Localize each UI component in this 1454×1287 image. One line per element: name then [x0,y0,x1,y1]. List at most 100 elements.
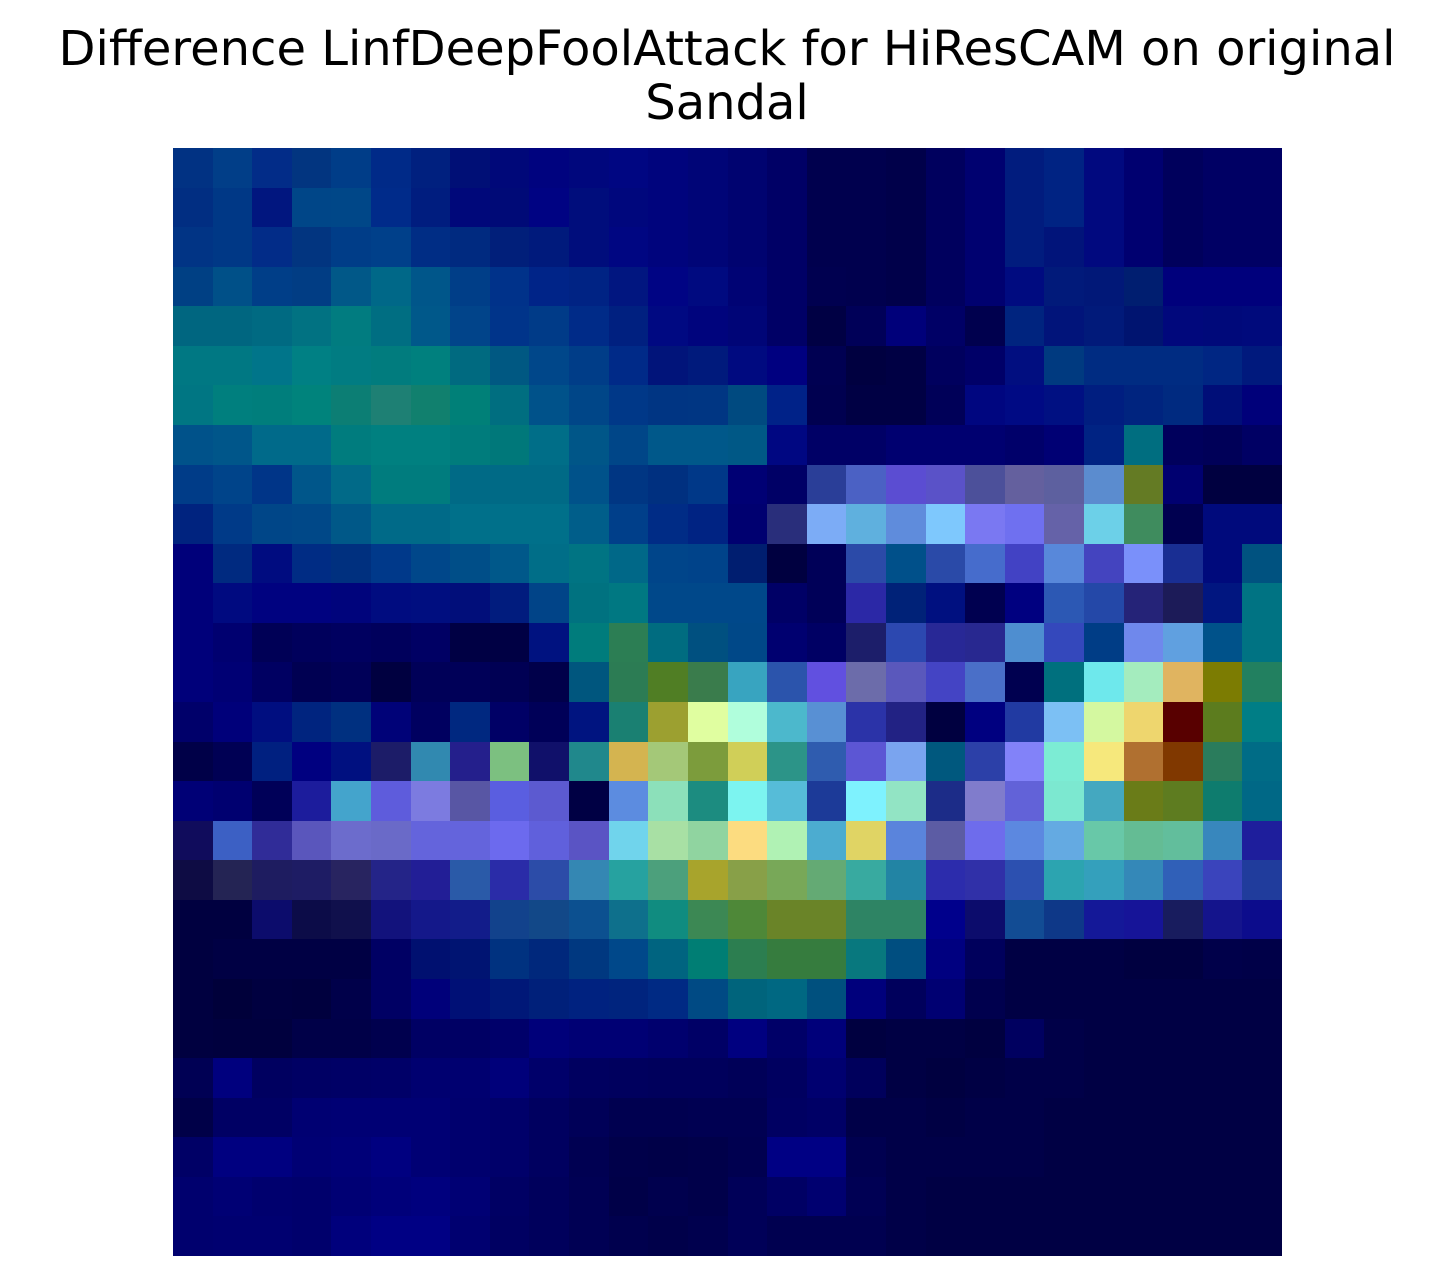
heatmap-cell [371,187,411,228]
heatmap-cell [569,345,609,386]
heatmap-cell [173,1018,213,1059]
heatmap-cell [450,979,490,1019]
heatmap-cell [687,622,728,663]
heatmap-cell [569,1018,609,1059]
heatmap-cell [727,899,768,940]
heatmap-cell [846,1137,886,1177]
heatmap-cell [173,741,213,782]
heatmap-cell [687,1216,728,1256]
heatmap-cell [727,543,768,584]
heatmap-cell [331,741,372,782]
heatmap-cell [1163,187,1203,228]
heatmap-cell [806,939,847,979]
heatmap-cell [1044,464,1084,505]
heatmap-cell [1083,425,1124,465]
heatmap-cell [173,622,213,663]
heatmap-cell [569,385,609,425]
heatmap-cell [767,1058,807,1098]
heatmap-cell [331,622,372,663]
heatmap-cell [846,306,886,346]
heatmap-cell [489,227,530,267]
heatmap-cell [885,781,926,821]
heatmap-cell [371,266,411,307]
heatmap-cell [291,662,332,702]
heatmap-cell [727,1058,768,1098]
heatmap-cell [331,979,372,1019]
heatmap-cell [1123,504,1164,544]
heatmap-cell [410,266,451,307]
heatmap-cell [806,1058,847,1098]
heatmap-cell [1242,385,1282,425]
heatmap-cell [1044,781,1084,821]
heatmap-cell [291,820,332,861]
heatmap-cell [1202,543,1243,584]
heatmap-cell [965,306,1005,346]
heatmap-cell [767,583,807,623]
heatmap-cell [212,860,253,900]
heatmap-cell [767,860,807,900]
heatmap-cell [450,1097,490,1138]
heatmap-cell [965,187,1005,228]
heatmap-cell [410,345,451,386]
heatmap-cell [450,662,490,702]
heatmap-cell [450,741,490,782]
heatmap-cell [1123,1018,1164,1059]
heatmap-cell [529,702,570,742]
heatmap-cell [965,1176,1005,1217]
heatmap-cell [1163,820,1203,861]
heatmap-cell [687,662,728,702]
heatmap-cell [687,1058,728,1098]
heatmap-cell [450,820,490,861]
heatmap-cell [410,860,451,900]
heatmap-cell [1163,306,1203,346]
heatmap-cell [608,583,649,623]
heatmap-cell [1083,1097,1124,1138]
heatmap-cell [173,425,213,465]
heatmap-cell [806,227,847,267]
heatmap-cell [687,781,728,821]
heatmap-cell [1242,1176,1282,1217]
heatmap-cell [569,939,609,979]
heatmap-cell [846,187,886,228]
heatmap-cell [410,464,451,505]
heatmap-cell [687,702,728,742]
heatmap-cell [846,425,886,465]
heatmap-cell [212,187,253,228]
heatmap-cell [371,425,411,465]
heatmap-cell [885,464,926,505]
heatmap-cell [489,1018,530,1059]
heatmap-cell [648,385,688,425]
heatmap-cell [767,662,807,702]
heatmap-cell [608,1018,649,1059]
heatmap-cell [173,306,213,346]
heatmap-cell [727,227,768,267]
heatmap-cell [410,820,451,861]
heatmap-cell [569,979,609,1019]
heatmap-cell [291,781,332,821]
heatmap-cell [1163,1176,1203,1217]
heatmap-cell [846,899,886,940]
heatmap-cell [1044,662,1084,702]
heatmap-cell [569,583,609,623]
heatmap-cell [212,583,253,623]
heatmap-cell [925,662,966,702]
heatmap-cell [212,781,253,821]
heatmap-cell [727,148,768,188]
heatmap-cell [569,899,609,940]
heatmap-cell [1083,979,1124,1019]
heatmap-cell [1242,1216,1282,1256]
heatmap-cell [212,1216,253,1256]
heatmap-cell [371,979,411,1019]
heatmap-cell [767,148,807,188]
heatmap-cell [371,899,411,940]
heatmap-cell [687,1018,728,1059]
heatmap-cell [410,1137,451,1177]
heatmap-cell [489,820,530,861]
heatmap-cell [925,306,966,346]
heatmap-cell [608,148,649,188]
heatmap-cell [885,385,926,425]
heatmap-cell [608,504,649,544]
heatmap-cell [806,1216,847,1256]
heatmap-cell [767,979,807,1019]
heatmap-cell [1083,899,1124,940]
